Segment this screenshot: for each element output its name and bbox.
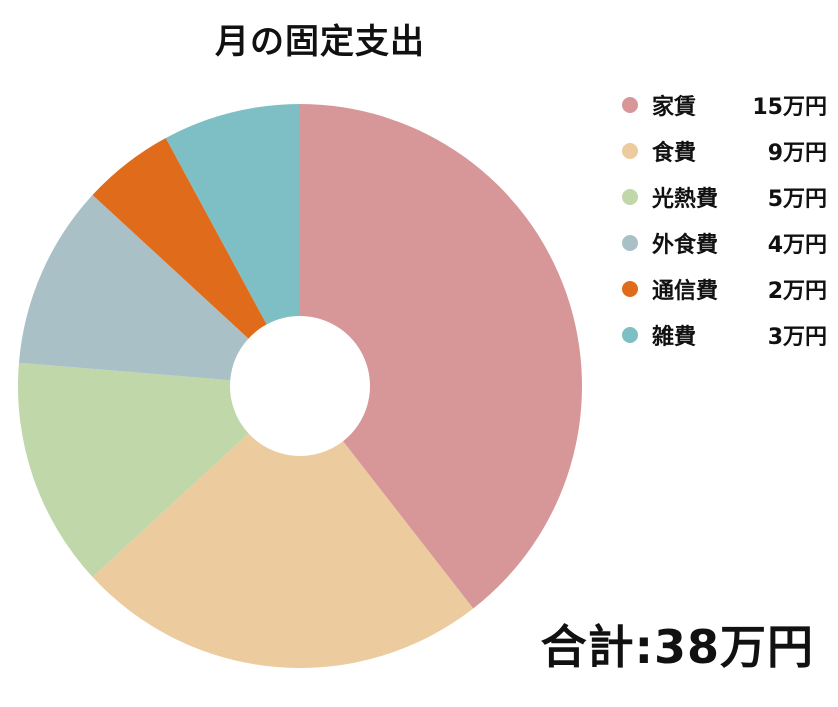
legend-value-misc: 3万円 [767, 325, 827, 350]
legend-item-communication: 通信費 2万円 [622, 266, 827, 312]
legend-value-food: 9万円 [767, 141, 827, 166]
legend-marker-food [622, 143, 638, 159]
total-label: 合計:38万円 [540, 620, 814, 674]
legend-label-rent: 家賃 [652, 95, 697, 120]
chart-title: 月の固定支出 [215, 22, 425, 62]
legend-label-dining-out: 外食費 [652, 233, 719, 258]
legend-marker-communication [622, 281, 638, 297]
legend-value-dining-out: 4万円 [767, 233, 827, 258]
pie-slice-utilities [18, 362, 249, 577]
legend-label-misc: 雑費 [652, 325, 697, 350]
pie-slice-dining-out [18, 195, 249, 381]
legend-marker-rent [622, 97, 638, 113]
legend-value-utilities: 5万円 [767, 187, 827, 212]
legend-marker-utilities [622, 189, 638, 205]
pie-slice-communication [92, 137, 267, 339]
legend-label-communication: 通信費 [652, 279, 719, 304]
pie-slice-food [92, 433, 474, 668]
legend: 家賃 15万円 食費 9万円 光熱費 5万円 外食費 4万円 通信費 2万円 雑… [622, 82, 827, 358]
pie-slice-misc [165, 104, 300, 325]
legend-value-communication: 2万円 [767, 279, 827, 304]
pie-slice-rent [300, 104, 582, 609]
legend-item-utilities: 光熱費 5万円 [622, 174, 827, 220]
legend-item-dining-out: 外食費 4万円 [622, 220, 827, 266]
legend-label-utilities: 光熱費 [652, 187, 719, 212]
legend-value-rent: 15万円 [752, 95, 827, 120]
legend-item-rent: 家賃 15万円 [622, 82, 827, 128]
legend-item-misc: 雑費 3万円 [622, 312, 827, 358]
legend-marker-dining-out [622, 235, 638, 251]
legend-item-food: 食費 9万円 [622, 128, 827, 174]
legend-marker-misc [622, 327, 638, 343]
legend-label-food: 食費 [652, 141, 697, 166]
